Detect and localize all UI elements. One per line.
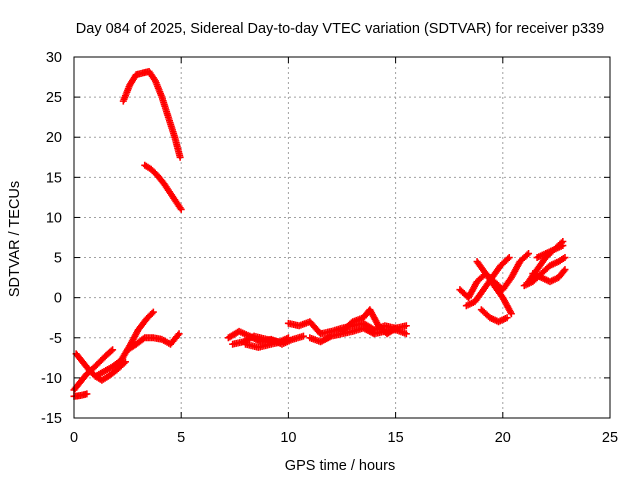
y-tick-label: -5 <box>49 331 62 347</box>
y-tick-label: 30 <box>46 50 62 66</box>
chart-title: Day 084 of 2025, Sidereal Day-to-day VTE… <box>76 21 604 37</box>
x-tick-label: 5 <box>177 430 185 446</box>
data-point <box>560 267 568 275</box>
data-track-15 <box>462 254 513 310</box>
data-point <box>523 251 531 259</box>
y-tick-label: -10 <box>41 371 62 387</box>
data-point <box>107 347 115 355</box>
data-point <box>83 390 91 398</box>
data-track-2 <box>141 161 185 213</box>
x-tick-label: 20 <box>495 430 511 446</box>
data-track-14 <box>456 270 515 318</box>
data-point <box>507 310 515 318</box>
data-track-7 <box>70 390 91 400</box>
data-point <box>561 266 569 274</box>
y-tick-label: 25 <box>46 90 62 106</box>
data-point <box>561 254 569 262</box>
axis-ticks: 0 5 10 15 20 25 -15 -10 -5 0 5 10 15 20 25 30 <box>41 50 618 446</box>
data-point <box>504 255 512 263</box>
data-track-6 <box>124 330 183 354</box>
y-tick-label: -15 <box>41 411 62 427</box>
data-points <box>70 67 569 400</box>
grid-lines <box>74 57 610 418</box>
y-tick-label: 15 <box>46 170 62 186</box>
data-point <box>139 335 147 343</box>
data-track-17 <box>477 306 511 326</box>
y-axis-title: SDTVAR / TECUs <box>7 181 23 297</box>
y-tick-label: 0 <box>54 291 62 307</box>
data-point <box>402 330 410 338</box>
y-tick-label: 10 <box>46 210 62 226</box>
data-point <box>390 325 398 333</box>
data-point <box>559 242 567 250</box>
x-tick-label: 10 <box>280 430 296 446</box>
data-track-5 <box>91 308 157 380</box>
data-point <box>177 205 185 213</box>
data-point <box>402 322 410 330</box>
x-tick-label: 0 <box>70 430 78 446</box>
data-point <box>326 333 334 341</box>
data-point <box>299 332 307 340</box>
data-point <box>503 314 511 322</box>
data-point <box>505 254 513 262</box>
x-tick-label: 15 <box>388 430 404 446</box>
plot-frame <box>73 56 611 419</box>
data-point <box>278 338 286 346</box>
data-point <box>148 309 156 317</box>
data-point <box>525 250 533 258</box>
data-point <box>284 334 292 342</box>
y-tick-label: 5 <box>54 251 62 267</box>
data-track-21 <box>533 242 567 262</box>
data-track-10 <box>242 338 286 351</box>
x-tick-label: 25 <box>602 430 618 446</box>
data-track-20 <box>529 266 569 286</box>
data-point <box>175 330 183 338</box>
data-point <box>174 331 182 339</box>
x-axis-title: GPS time / hours <box>285 458 395 474</box>
data-point <box>176 153 184 161</box>
y-tick-label: 20 <box>46 130 62 146</box>
data-point <box>392 324 400 332</box>
data-track-13 <box>338 306 400 338</box>
data-track-16 <box>473 250 533 294</box>
data-point <box>149 308 157 316</box>
data-point <box>109 346 117 354</box>
data-track-1 <box>119 67 184 161</box>
